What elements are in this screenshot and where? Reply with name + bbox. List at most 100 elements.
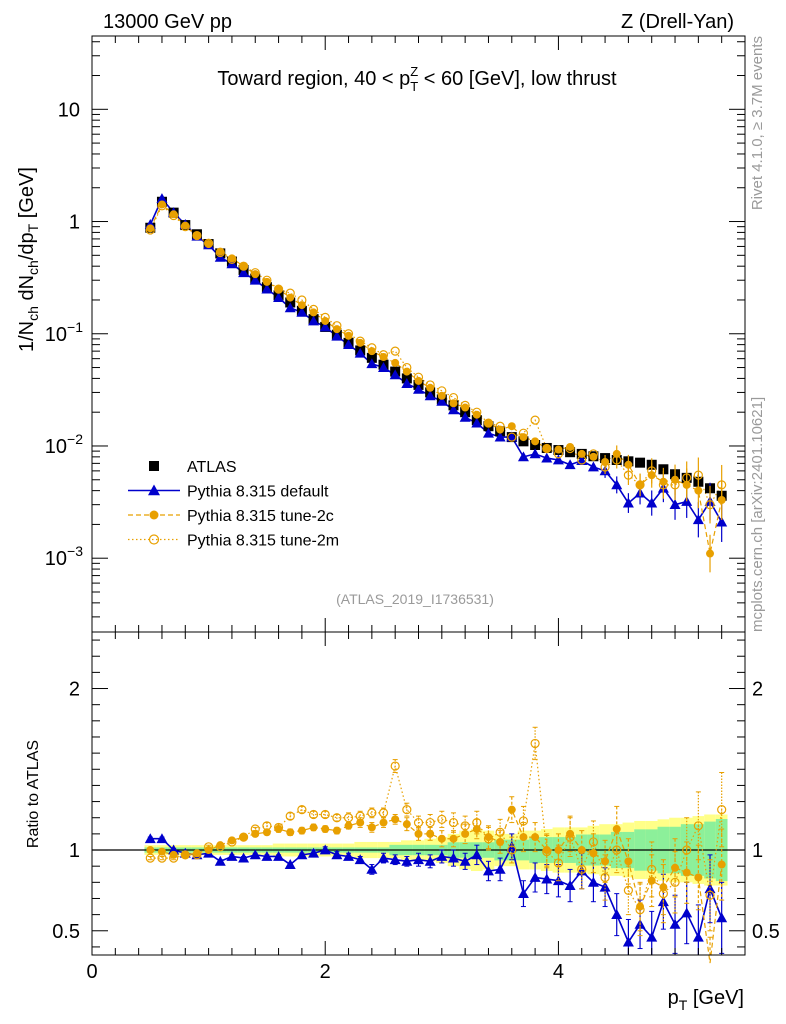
main-marker-triangle — [692, 514, 704, 525]
main-marker-triangle — [413, 383, 424, 394]
ratio-marker-circle — [367, 823, 376, 832]
collision-label: 13000 GeV pp — [103, 11, 232, 33]
rivet-version-label: Rivet 4.1.0, ≥ 3.7M events — [749, 36, 766, 210]
ratio-marker-triangle — [249, 849, 261, 860]
main-marker-open-circle — [425, 380, 435, 390]
ratio-marker-open-circle — [215, 842, 225, 852]
main-y-tick-label: 10 — [58, 99, 80, 121]
main-marker-open-circle — [530, 415, 540, 425]
main-marker-open-circle — [145, 225, 155, 235]
ratio-marker-triangle — [354, 854, 366, 865]
main-marker-circle — [542, 444, 551, 453]
ratio-marker-triangle — [564, 880, 576, 890]
legend-label: Pythia 8.315 tune-2m — [187, 533, 339, 550]
ratio-marker-open-circle — [472, 817, 482, 828]
main-marker-open-circle — [647, 466, 657, 476]
main-marker-open-circle — [577, 455, 587, 465]
x-tick-label: 0 — [86, 961, 97, 983]
ratio-marker-open-circle — [717, 805, 727, 815]
main-marker-circle — [589, 452, 598, 461]
ratio-marker-triangle — [401, 855, 413, 866]
x-tick-label: 2 — [320, 961, 331, 983]
main-marker-circle — [204, 240, 213, 249]
ratio-marker-open-circle — [402, 805, 412, 815]
ratio-marker-open-circle — [448, 817, 459, 828]
main-marker-triangle — [401, 378, 413, 388]
ratio-marker-circle — [157, 847, 166, 856]
ratio-marker-triangle — [273, 850, 285, 861]
ratio-panel: 0 2 4 0.5 0.5 1 1 2 2 Ratio to ATLAS pT [GeV] — [25, 631, 780, 1013]
main-marker-circle — [379, 353, 388, 362]
ratio-marker-triangle — [494, 863, 506, 874]
ratio-marker-triangle — [471, 849, 483, 860]
main-marker-circle — [484, 419, 493, 428]
main-marker-data — [366, 352, 377, 363]
ratio-marker-open-circle — [647, 864, 657, 875]
main-marker-triangle — [459, 411, 471, 422]
ratio-marker-open-circle — [705, 890, 715, 900]
ratio-marker-triangle — [343, 850, 355, 861]
main-marker-open-circle — [180, 222, 190, 232]
ratio-marker-open-circle — [332, 813, 342, 823]
ratio-marker-circle — [321, 825, 330, 834]
ratio-marker-circle — [297, 826, 306, 835]
main-marker-triangle — [587, 461, 599, 472]
ratio-marker-triangle — [669, 918, 681, 929]
ratio-marker-triangle — [366, 863, 378, 874]
main-marker-triangle — [296, 306, 308, 317]
main-axis-ticks: 10−3 10−2 10−1 1 10 — [45, 36, 746, 632]
main-marker-circle — [391, 358, 400, 367]
ratio-marker-open-circle — [192, 850, 202, 860]
main-marker-open-circle — [367, 343, 377, 353]
ratio-marker-open-circle — [413, 817, 424, 828]
main-marker-triangle — [156, 193, 168, 204]
ratio-marker-triangle — [413, 854, 424, 865]
main-marker-triangle — [273, 292, 285, 302]
legend-label: Pythia 8.315 default — [187, 484, 329, 501]
main-marker-triangle — [378, 362, 390, 372]
legend-marker-data — [149, 461, 159, 471]
ratio-marker-triangle — [482, 865, 494, 876]
main-marker-triangle — [482, 427, 494, 438]
ratio-marker-open-circle — [437, 814, 447, 824]
main-marker-open-circle — [238, 261, 249, 271]
main-marker-data — [518, 436, 529, 447]
main-marker-circle — [472, 410, 481, 419]
main-marker-triangle — [646, 497, 658, 508]
main-marker-triangle — [319, 321, 331, 332]
ratio-marker-open-circle — [623, 885, 633, 896]
main-marker-open-circle — [308, 304, 319, 314]
ratio-marker-circle — [449, 834, 458, 843]
ratio-marker-triangle — [692, 931, 704, 942]
ratio-marker-open-circle — [355, 811, 365, 821]
main-marker-triangle — [447, 404, 459, 415]
analysis-id-label: (ATLAS_2019_I1736531) — [336, 591, 494, 607]
main-marker-open-circle — [705, 500, 715, 510]
ratio-marker-circle — [426, 829, 435, 838]
main-y-tick-label: 10−1 — [45, 319, 83, 346]
ratio-marker-triangle — [447, 852, 459, 863]
ratio-marker-circle — [659, 883, 668, 892]
main-marker-triangle — [494, 431, 506, 442]
main-marker-circle — [706, 549, 715, 558]
main-marker-circle — [461, 403, 470, 412]
series-line-open-circle — [149, 204, 723, 507]
ratio-marker-triangle — [529, 871, 541, 882]
ratio-y-tick-label-right: 2 — [752, 679, 763, 701]
main-marker-open-circle — [332, 321, 342, 331]
ratio-marker-open-circle — [542, 847, 552, 857]
main-marker-open-circle — [215, 247, 225, 258]
main-marker-triangle — [366, 358, 378, 369]
ratio-y-axis-label: Ratio to ATLAS — [25, 740, 42, 848]
main-marker-open-circle — [507, 432, 517, 442]
main-marker-triangle — [308, 315, 320, 326]
main-marker-open-circle — [169, 210, 179, 221]
main-marker-open-circle — [635, 480, 645, 490]
main-marker-circle — [309, 308, 318, 317]
ratio-marker-triangle — [308, 847, 320, 858]
ratio-marker-open-circle — [682, 845, 692, 855]
ratio-axis-ticks: 0 2 4 0.5 0.5 1 1 2 2 — [52, 632, 780, 983]
ratio-marker-open-circle — [250, 824, 260, 834]
ratio-marker-open-circle — [297, 805, 307, 815]
main-marker-open-circle — [227, 254, 237, 264]
